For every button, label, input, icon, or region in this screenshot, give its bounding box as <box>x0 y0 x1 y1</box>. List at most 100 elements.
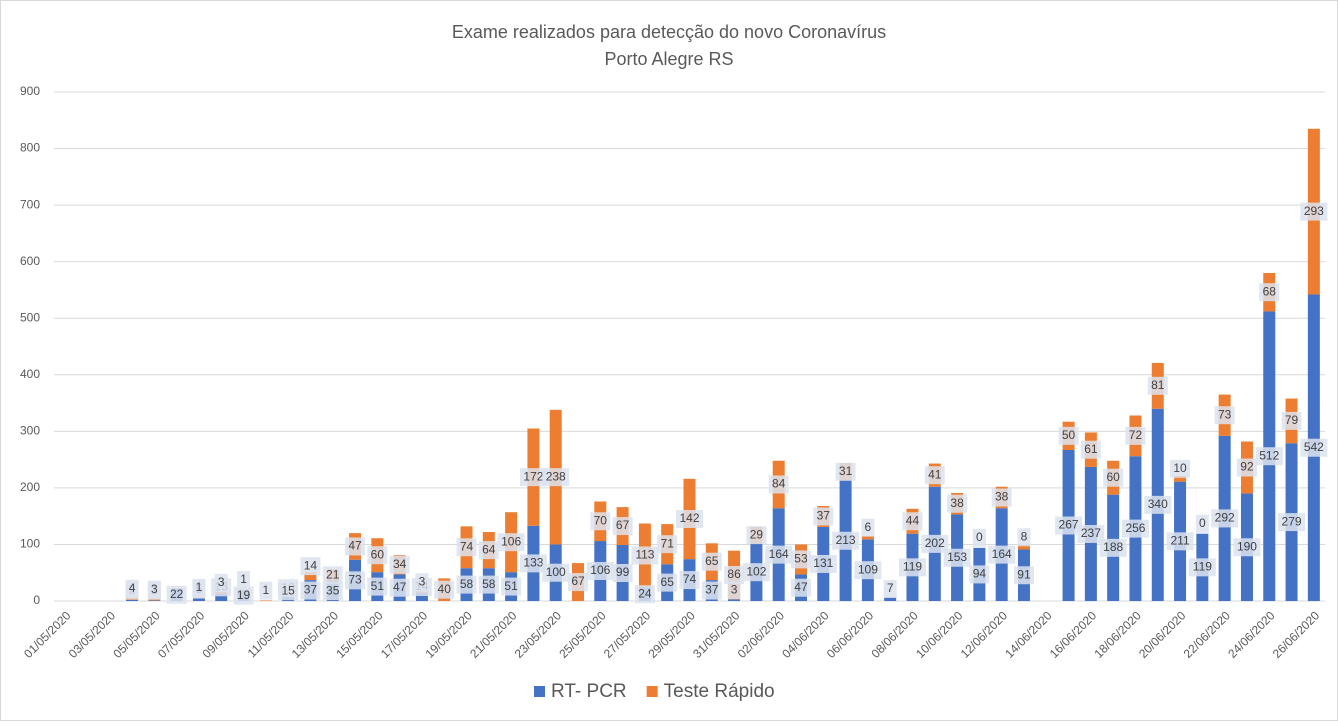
data-label: 14 <box>304 558 318 572</box>
data-label: 131 <box>813 556 833 570</box>
data-label-bg <box>1144 495 1172 514</box>
data-label-bg <box>972 528 986 547</box>
legend-label: Teste Rápido <box>664 681 775 702</box>
data-label-bg <box>612 564 633 583</box>
data-label-bg <box>1080 440 1101 459</box>
data-label-bg <box>125 579 139 598</box>
data-label: 58 <box>460 577 474 591</box>
data-label-bg <box>367 577 388 596</box>
y-tick-label: 800 <box>20 141 40 155</box>
data-label-bg <box>921 534 949 553</box>
data-label-bg <box>1259 283 1280 302</box>
data-label-bg <box>192 578 206 597</box>
data-label: 29 <box>750 527 764 541</box>
bar-segment <box>259 600 272 601</box>
data-label: 51 <box>504 579 518 593</box>
data-label: 91 <box>1017 567 1031 581</box>
data-label: 73 <box>1218 407 1232 421</box>
data-label: 67 <box>571 574 585 588</box>
y-tick-label: 500 <box>20 310 40 324</box>
data-label: 6 <box>865 520 872 534</box>
bar-segment <box>148 600 161 601</box>
data-label-bg <box>883 580 897 599</box>
data-label-bg <box>278 582 299 601</box>
data-label: 1 <box>240 572 247 586</box>
bar-segment <box>192 598 205 601</box>
data-label: 172 <box>523 469 543 483</box>
bar-segment <box>126 599 139 601</box>
data-label-bg <box>1121 519 1149 538</box>
data-label: 0 <box>976 530 983 544</box>
data-label: 1 <box>196 580 203 594</box>
y-tick-label: 200 <box>20 480 40 494</box>
data-label-bg <box>727 581 741 600</box>
data-label: 74 <box>460 539 474 553</box>
data-label-bg <box>1099 538 1127 557</box>
data-label-bg <box>861 518 875 537</box>
data-label: 7 <box>887 581 894 595</box>
data-label-bg <box>519 468 547 487</box>
data-label: 340 <box>1148 497 1168 511</box>
data-label: 38 <box>950 496 964 510</box>
data-label-bg <box>790 578 811 597</box>
data-label-bg <box>233 586 254 605</box>
data-label-bg <box>389 555 410 574</box>
bar-segment <box>304 572 317 581</box>
data-label: 3 <box>218 575 225 589</box>
data-label-bg <box>1077 524 1105 543</box>
data-label-bg <box>542 563 570 582</box>
data-label-bg <box>943 548 971 567</box>
data-label-bg <box>1211 509 1239 528</box>
data-label-bg <box>1058 426 1079 445</box>
y-tick-label: 600 <box>20 254 40 268</box>
data-label: 109 <box>858 562 878 576</box>
data-label: 35 <box>326 583 340 597</box>
data-label: 92 <box>1240 460 1254 474</box>
data-label: 94 <box>973 567 987 581</box>
y-tick-label: 900 <box>20 84 40 98</box>
data-label-bg <box>259 581 273 600</box>
data-label: 279 <box>1282 514 1302 528</box>
data-label-bg <box>478 575 499 594</box>
data-label-bg <box>478 541 499 560</box>
data-label-bg <box>1103 468 1124 487</box>
y-tick-label: 100 <box>20 537 40 551</box>
data-label: 40 <box>438 582 452 596</box>
data-label-bg <box>345 571 366 590</box>
data-label-bg <box>1013 566 1034 585</box>
chart-subtitle: Porto Alegre RS <box>604 49 733 69</box>
data-label-bg <box>1300 438 1328 457</box>
data-label-bg <box>1236 458 1257 477</box>
data-label: 37 <box>817 509 831 523</box>
data-label: 60 <box>1106 470 1120 484</box>
data-label: 81 <box>1151 378 1165 392</box>
data-label-bg <box>1300 202 1328 221</box>
data-label-bg <box>612 517 633 536</box>
data-label: 58 <box>482 577 496 591</box>
data-label: 188 <box>1103 540 1123 554</box>
data-label-bg <box>1170 459 1191 478</box>
data-label: 61 <box>1084 442 1098 456</box>
data-label-bg <box>742 563 770 582</box>
data-label: 542 <box>1304 440 1324 454</box>
data-label: 113 <box>635 548 654 562</box>
data-label: 47 <box>348 539 362 553</box>
data-label-bg <box>898 558 926 577</box>
data-label-bg <box>832 531 860 550</box>
data-label-bg <box>1214 406 1235 425</box>
data-label: 0 <box>1199 516 1206 530</box>
data-label-bg <box>501 577 522 596</box>
data-label: 237 <box>1081 526 1101 540</box>
data-label-bg <box>322 566 343 585</box>
data-label-bg <box>590 512 611 531</box>
data-label-bg <box>322 582 343 601</box>
data-label: 164 <box>769 547 789 561</box>
data-label-bg <box>631 546 659 565</box>
data-label: 31 <box>839 464 853 478</box>
data-label: 67 <box>616 518 630 532</box>
data-label: 119 <box>903 560 922 574</box>
data-label: 211 <box>1170 534 1189 548</box>
data-label-bg <box>765 545 793 564</box>
y-tick-label: 400 <box>20 367 40 381</box>
data-label-bg <box>854 561 882 580</box>
